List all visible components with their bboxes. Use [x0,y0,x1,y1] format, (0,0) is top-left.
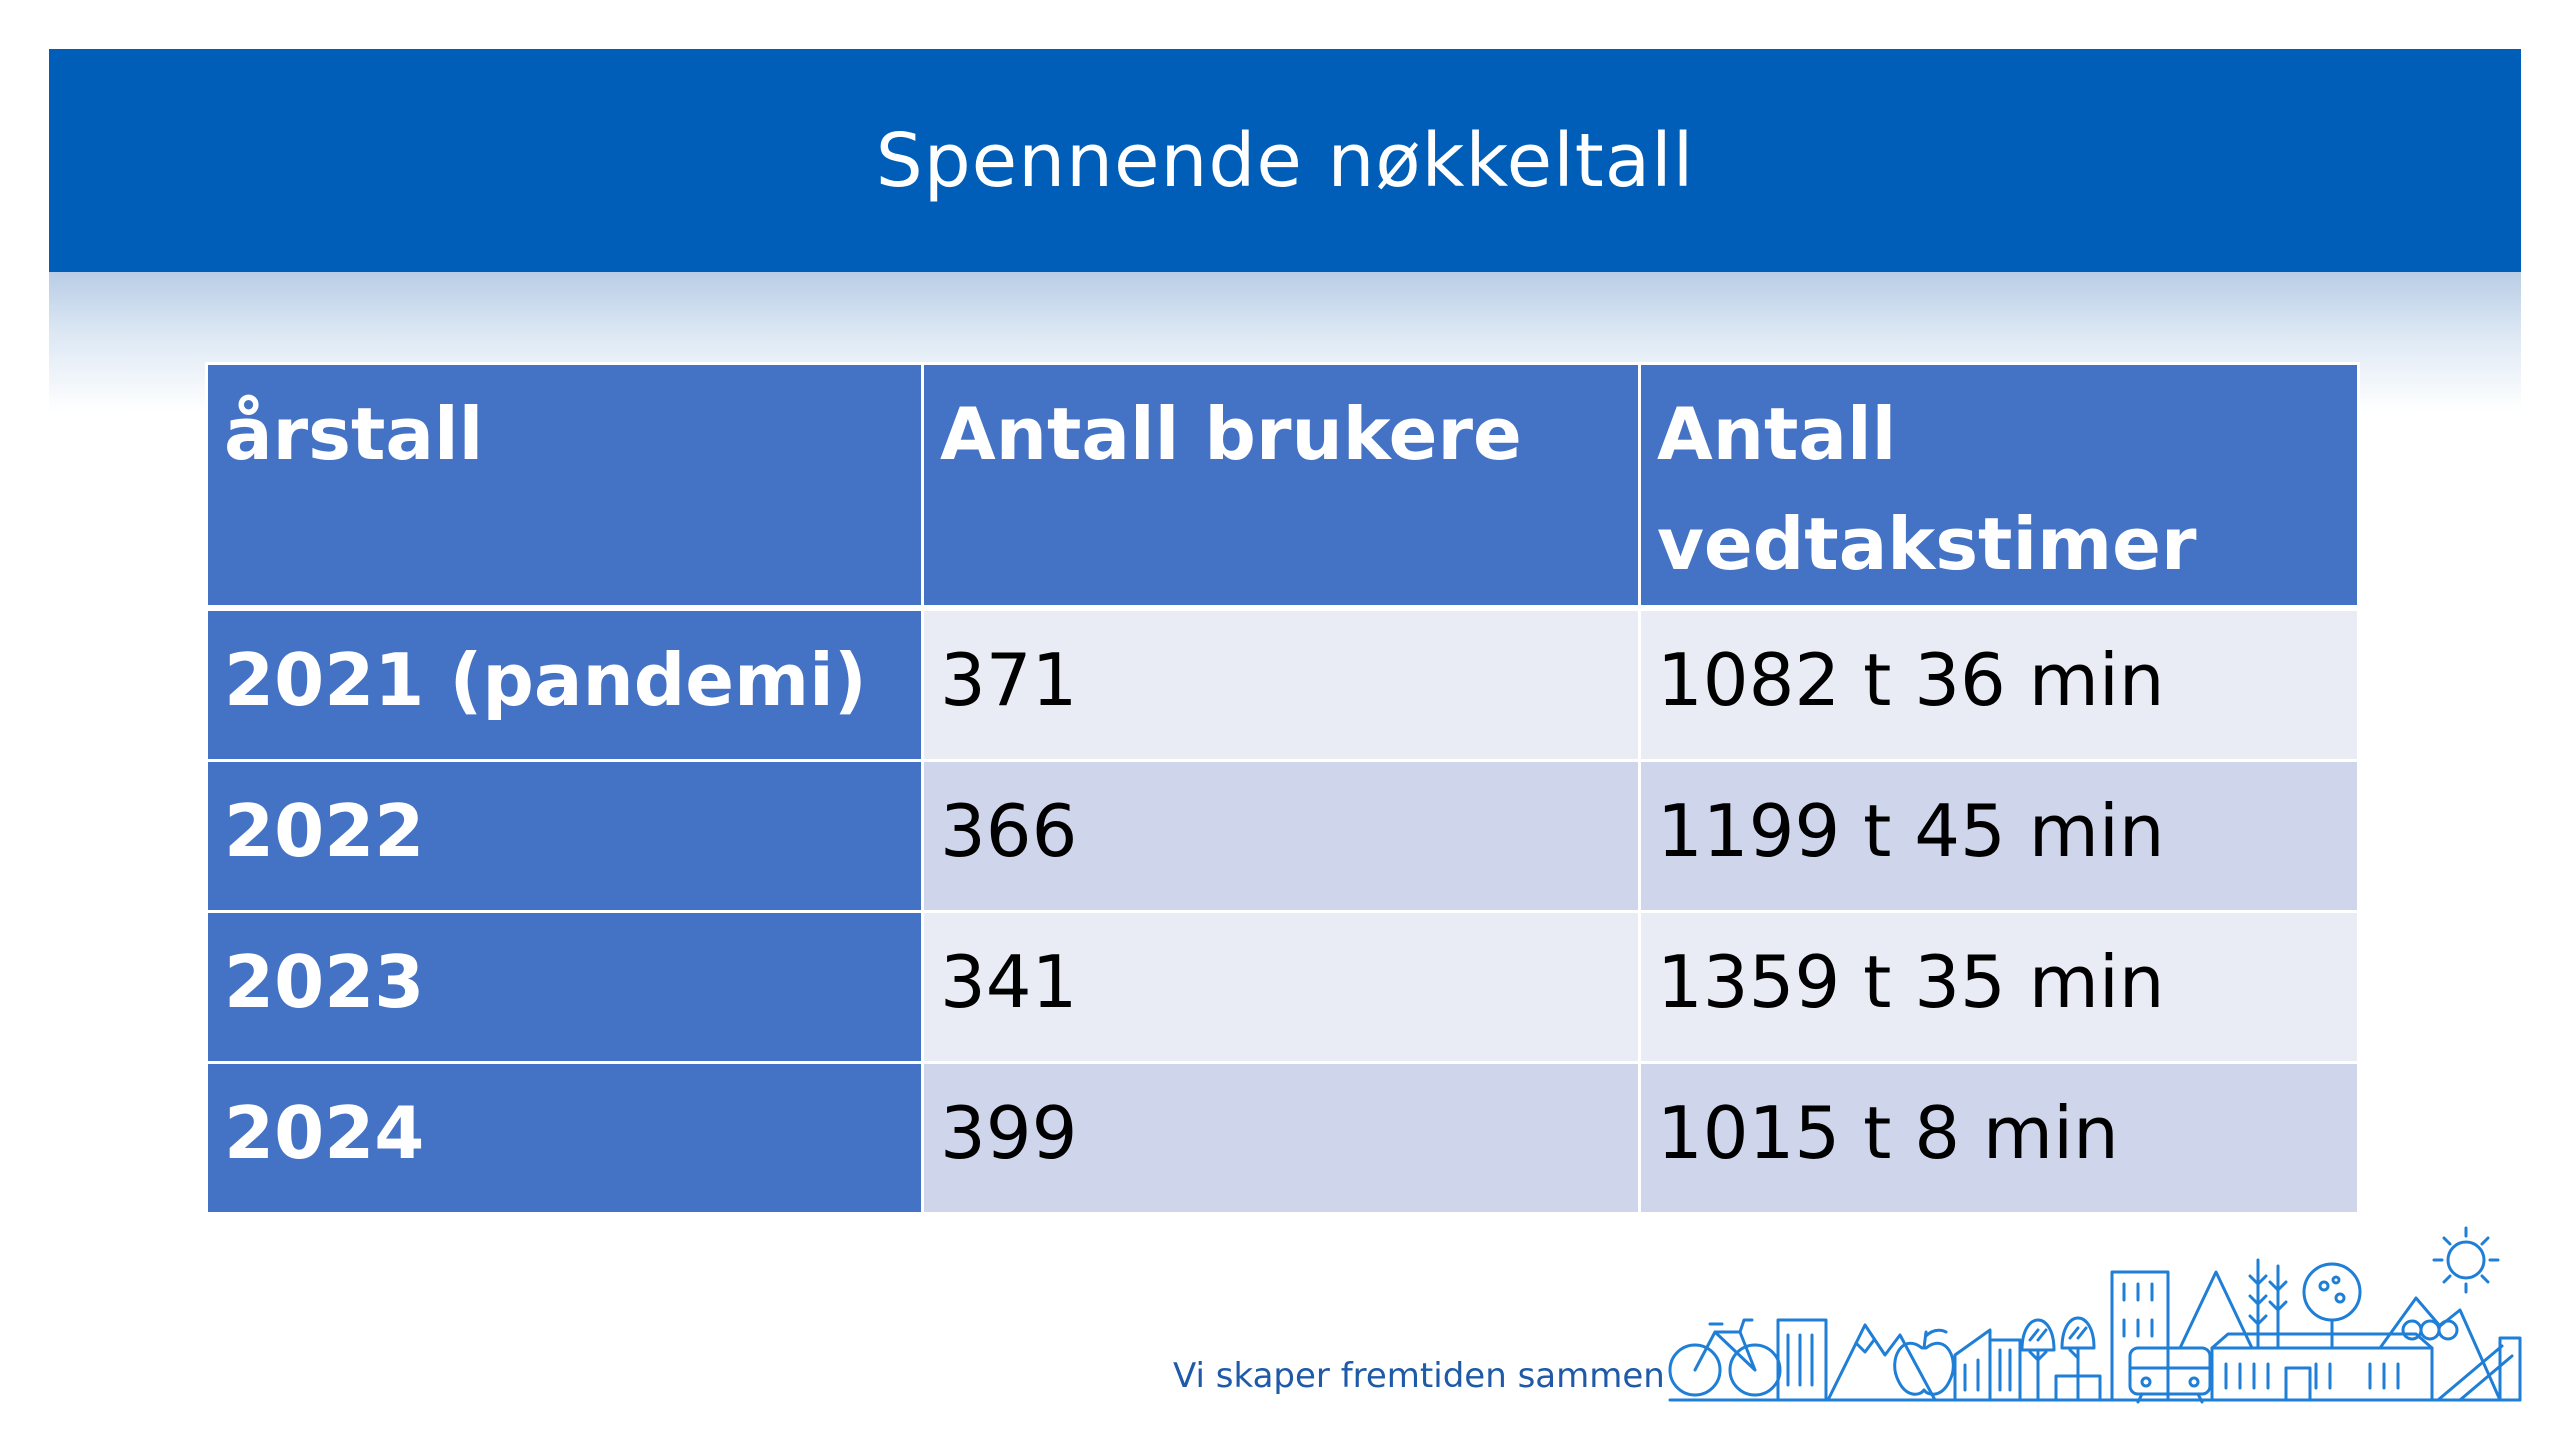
slide-title: Spennende nøkkeltall [875,117,1695,204]
table-row: 2021 (pandemi) 371 1082 t 36 min [205,606,2360,762]
cell-hours: 1199 t 45 min [1638,759,2360,913]
footer-slogan: Vi skaper fremtiden sammen [1173,1356,1665,1396]
table-header-row: årstall Antall brukere Antall vedtakstim… [205,362,2360,611]
table-row: 2022 366 1199 t 45 min [205,759,2360,913]
cell-year: 2021 (pandemi) [205,606,924,762]
header-hours: Antall vedtakstimer [1638,362,2360,611]
title-bar: Spennende nøkkeltall [49,49,2521,272]
cell-users: 399 [921,1061,1641,1215]
cell-users: 366 [921,759,1641,913]
table-row: 2023 341 1359 t 35 min [205,910,2360,1064]
cell-year: 2022 [205,759,924,913]
cell-hours: 1359 t 35 min [1638,910,2360,1064]
cell-hours: 1015 t 8 min [1638,1061,2360,1215]
cell-hours: 1082 t 36 min [1638,606,2360,762]
city-landscape-icon [1668,1226,2522,1404]
table-row: 2024 399 1015 t 8 min [205,1061,2360,1215]
header-users: Antall brukere [921,362,1641,611]
cell-users: 341 [921,910,1641,1064]
header-year: årstall [205,362,924,611]
cell-year: 2023 [205,910,924,1064]
cell-users: 371 [921,606,1641,762]
key-figures-table: årstall Antall brukere Antall vedtakstim… [205,362,2360,1215]
cell-year: 2024 [205,1061,924,1215]
